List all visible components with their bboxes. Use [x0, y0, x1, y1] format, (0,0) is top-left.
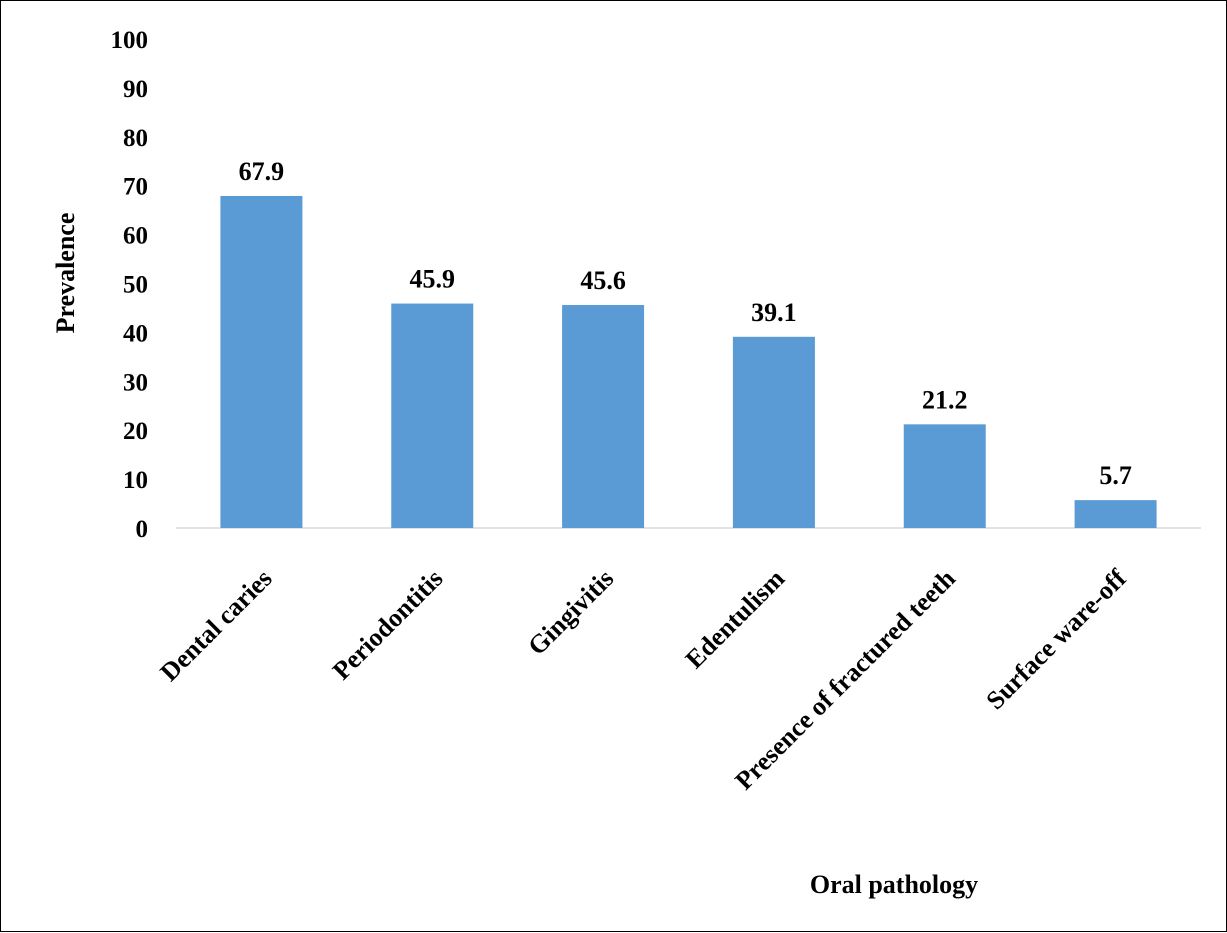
y-tick-label: 100: [111, 27, 149, 54]
x-category-label: Gingivitis: [522, 564, 619, 661]
y-tick-label: 0: [136, 516, 149, 543]
bar: [220, 195, 303, 528]
bar: [391, 303, 474, 528]
bars: [220, 195, 1157, 528]
y-tick-label: 80: [123, 125, 148, 152]
data-labels: 67.9 45.9 45.6 39.1 21.2 5.7: [239, 157, 1132, 490]
y-tick-label: 30: [123, 369, 148, 396]
x-category-label: Periodontitis: [327, 564, 449, 686]
y-tick-label: 10: [123, 467, 148, 494]
bar: [1074, 500, 1157, 528]
bar: [903, 424, 986, 528]
data-label: 67.9: [239, 157, 285, 186]
data-label: 45.9: [410, 265, 456, 294]
data-label: 5.7: [1099, 461, 1132, 490]
y-axis-title: Prevalence: [51, 213, 80, 334]
y-axis-ticks: 0 10 20 30 40 50 60 70 80 90 100: [111, 27, 149, 543]
bar: [732, 336, 815, 528]
x-category-label: Edentulism: [680, 564, 791, 675]
x-category-label: Surface ware-off: [980, 563, 1132, 715]
y-tick-label: 20: [123, 418, 148, 445]
bar: [562, 305, 645, 528]
data-label: 39.1: [751, 298, 797, 327]
y-tick-label: 60: [123, 223, 148, 250]
y-tick-label: 90: [123, 76, 148, 103]
y-tick-label: 70: [123, 174, 148, 201]
y-tick-label: 50: [123, 272, 148, 299]
data-label: 45.6: [580, 266, 626, 295]
x-axis-categories: Dental caries Periodontitis Gingivitis Eden…: [155, 563, 1133, 795]
y-tick-label: 40: [123, 320, 148, 347]
x-axis-title: Oral pathology: [810, 870, 978, 899]
x-category-label: Dental caries: [155, 564, 278, 687]
data-label: 21.2: [922, 385, 968, 414]
